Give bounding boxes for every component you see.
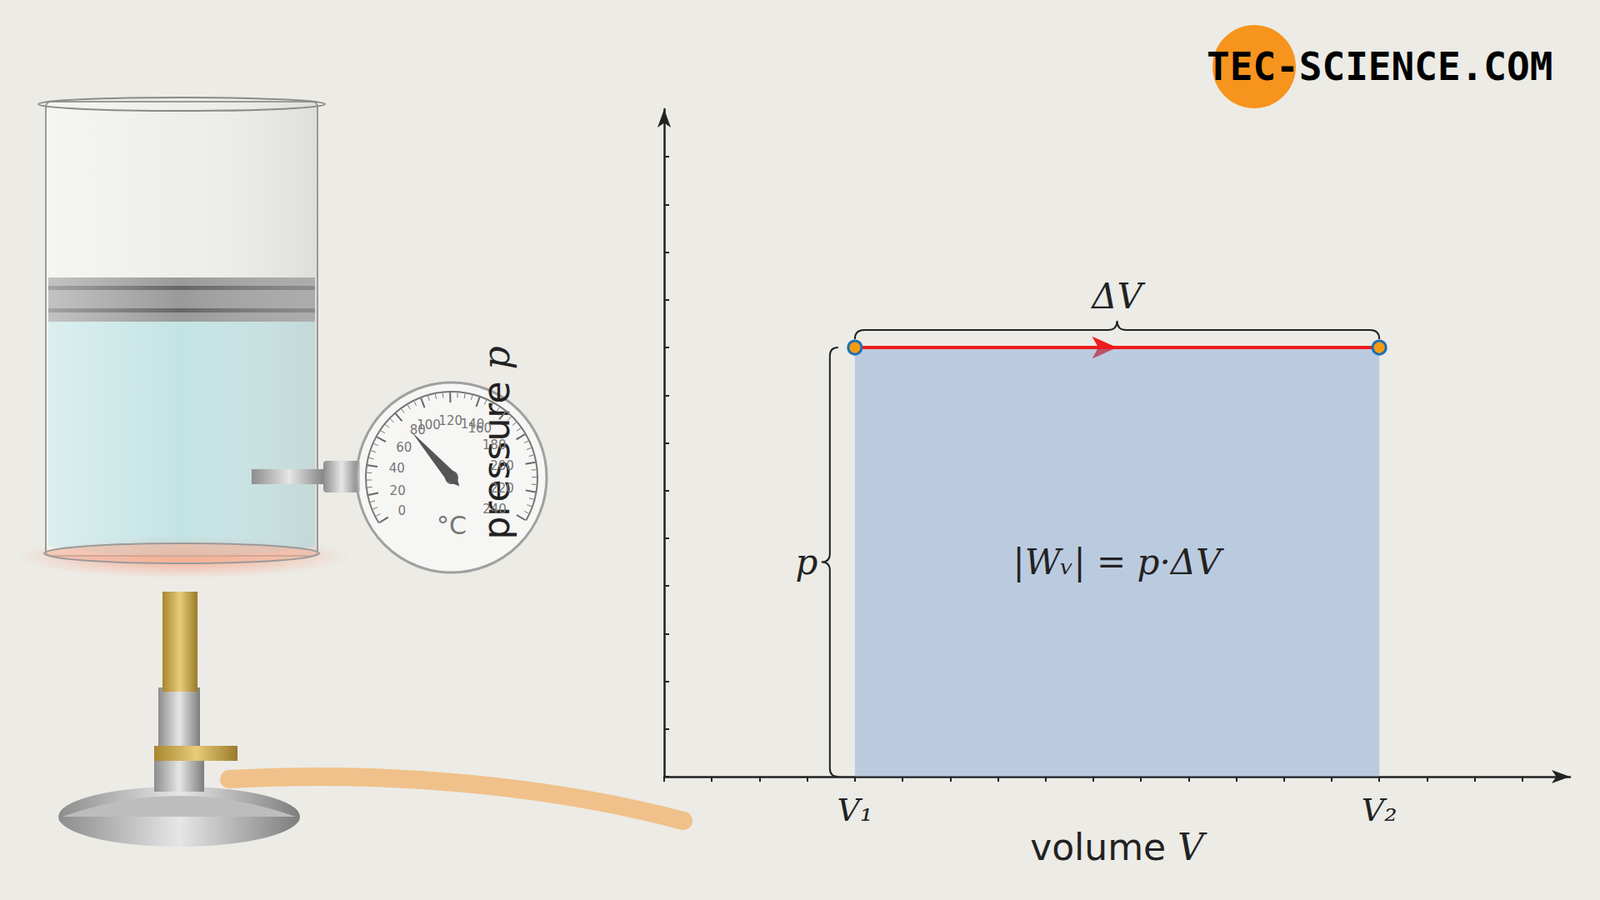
svg-text:°C: °C [436,510,467,540]
svg-text:120: 120 [438,413,463,429]
svg-text:.COM: .COM [1460,44,1554,90]
svg-text:pressure: pressure [475,370,518,540]
svg-text:160: 160 [468,420,493,436]
svg-text:100: 100 [416,417,441,433]
svg-text:180: 180 [482,437,507,453]
svg-text:|Wᵥ| = p·ΔV: |Wᵥ| = p·ΔV [1013,541,1225,583]
svg-text:40: 40 [389,460,405,476]
svg-text:-SCIENCE: -SCIENCE [1275,44,1461,90]
svg-text:20: 20 [390,483,406,499]
svg-text:volume: volume [1030,825,1178,869]
svg-text:60: 60 [395,440,412,455]
svg-text:220: 220 [490,480,515,496]
svg-text:TEC: TEC [1206,44,1276,90]
svg-text:0: 0 [398,503,407,519]
svg-text:p: p [475,345,518,370]
svg-text:p: p [795,541,818,583]
svg-text:240: 240 [482,501,507,517]
svg-text:200: 200 [490,458,515,474]
svg-text:ΔV: ΔV [1090,275,1145,317]
svg-text:V₂: V₂ [1361,791,1398,829]
svg-text:V: V [1177,825,1208,869]
svg-text:V₁: V₁ [836,791,873,829]
